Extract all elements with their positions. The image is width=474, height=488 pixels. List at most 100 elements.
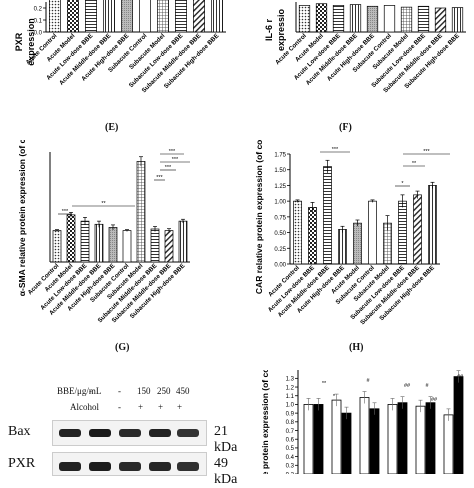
panel-label-e: (E)	[105, 122, 119, 133]
conc-value: 450	[176, 386, 190, 396]
alcohol-value: +	[158, 402, 164, 412]
significance-label: *	[401, 181, 404, 187]
bar	[94, 223, 104, 263]
bax-row-label: Bax	[8, 424, 31, 439]
bar	[313, 404, 324, 474]
bar	[332, 5, 345, 33]
bar	[49, 0, 61, 33]
y-tick-label: 1.50	[274, 168, 286, 174]
bar	[323, 166, 332, 265]
bax-kda: 21 kDa	[214, 424, 238, 455]
asma-chart: α-SMA relative protein expression (of co…	[17, 140, 190, 324]
bax-band	[177, 429, 199, 437]
significance-label: ##	[431, 397, 438, 403]
y-tick-label: 0.8	[286, 420, 295, 426]
significance-label: ##	[457, 374, 464, 380]
y-tick-label: 1.75	[274, 153, 286, 159]
panel-label-f: (F)	[339, 122, 352, 133]
bar	[453, 376, 464, 474]
y-tick-label: 1.00	[274, 200, 286, 206]
bar	[103, 0, 115, 33]
significance-label: **	[322, 381, 327, 387]
bar	[398, 200, 407, 265]
y-tick-label: 1.2	[286, 385, 295, 391]
pxr-band	[119, 462, 141, 471]
bax-band	[89, 429, 111, 437]
y-axis-label: IL-6 r	[264, 19, 274, 42]
y-tick-label: 0.9	[286, 411, 295, 417]
significance-label: ***	[62, 209, 69, 215]
alcohol-value: +	[177, 402, 183, 412]
significance-label: **	[412, 161, 417, 167]
bar	[108, 227, 118, 263]
bar	[157, 0, 169, 33]
y-axis-label: Relative protein expression (of control)	[260, 370, 270, 474]
bar	[298, 5, 311, 33]
panel-label-h: (H)	[349, 342, 364, 353]
bar	[353, 222, 362, 265]
bbe-concentration-label: BBE/μg/mL	[57, 386, 102, 396]
pxr-blot-strip	[52, 452, 207, 476]
bar	[368, 200, 377, 265]
bar	[121, 0, 133, 33]
bar	[434, 7, 447, 33]
bar	[349, 4, 362, 33]
y-tick-label: 1.25	[274, 184, 286, 190]
bar	[178, 220, 188, 263]
significance-label: #	[425, 383, 429, 389]
bar	[428, 185, 437, 265]
bar	[425, 402, 436, 474]
bar	[122, 230, 132, 263]
y-axis-label: PXR	[14, 32, 24, 51]
y-tick-label: 0.0	[34, 31, 43, 37]
significance-label: ***	[165, 165, 172, 171]
car-chart: CAR relative protein expression (of cont…	[254, 140, 450, 326]
significance-label: ***	[332, 147, 339, 153]
significance-label: ***	[172, 157, 179, 163]
relative-expression-chart: Relative protein expression (of control)…	[260, 370, 464, 474]
conc-value: -	[118, 386, 121, 396]
bar	[387, 404, 398, 474]
bar	[315, 3, 328, 33]
y-tick-label: 0.00	[274, 263, 286, 269]
bar	[397, 402, 408, 474]
y-tick-label: 0.4	[286, 455, 295, 461]
bar	[366, 5, 379, 33]
bar	[52, 230, 62, 263]
bax-band	[149, 429, 171, 437]
pxr-band	[149, 462, 171, 471]
y-tick-label: 0.50	[274, 231, 286, 237]
bar	[85, 0, 97, 33]
bar	[67, 0, 79, 33]
bar	[308, 207, 317, 265]
conc-value: -	[89, 386, 92, 396]
significance-label: **	[101, 201, 106, 207]
bar	[383, 5, 396, 33]
bar	[331, 399, 342, 474]
bar	[136, 161, 146, 263]
bar	[443, 414, 454, 474]
bar	[139, 0, 151, 33]
y-tick-label: 1.1	[286, 394, 295, 400]
y-axis-label: CAR relative protein expression (of cont…	[254, 140, 264, 294]
bar	[150, 228, 160, 263]
y-tick-label: 0.7	[286, 429, 295, 435]
bar	[451, 7, 464, 33]
bar	[66, 214, 76, 263]
y-tick-label: 0.2	[286, 472, 295, 474]
y-tick-label: 0.1	[34, 19, 43, 25]
bar	[413, 194, 422, 265]
conc-value: 150	[137, 386, 151, 396]
bar	[341, 412, 352, 474]
y-tick-label: 1.3	[286, 377, 295, 383]
bax-blot-strip	[52, 420, 207, 446]
significance-label: ***	[169, 149, 176, 155]
bar	[369, 408, 380, 474]
bar	[80, 220, 90, 263]
western-blot-panel: BBE/μg/mL - - 150 250 450 Alcohol - + + …	[0, 382, 240, 487]
bax-band	[119, 429, 141, 437]
y-tick-label: 0.3	[286, 464, 295, 470]
bar	[417, 5, 430, 33]
pxr-band	[177, 462, 199, 471]
